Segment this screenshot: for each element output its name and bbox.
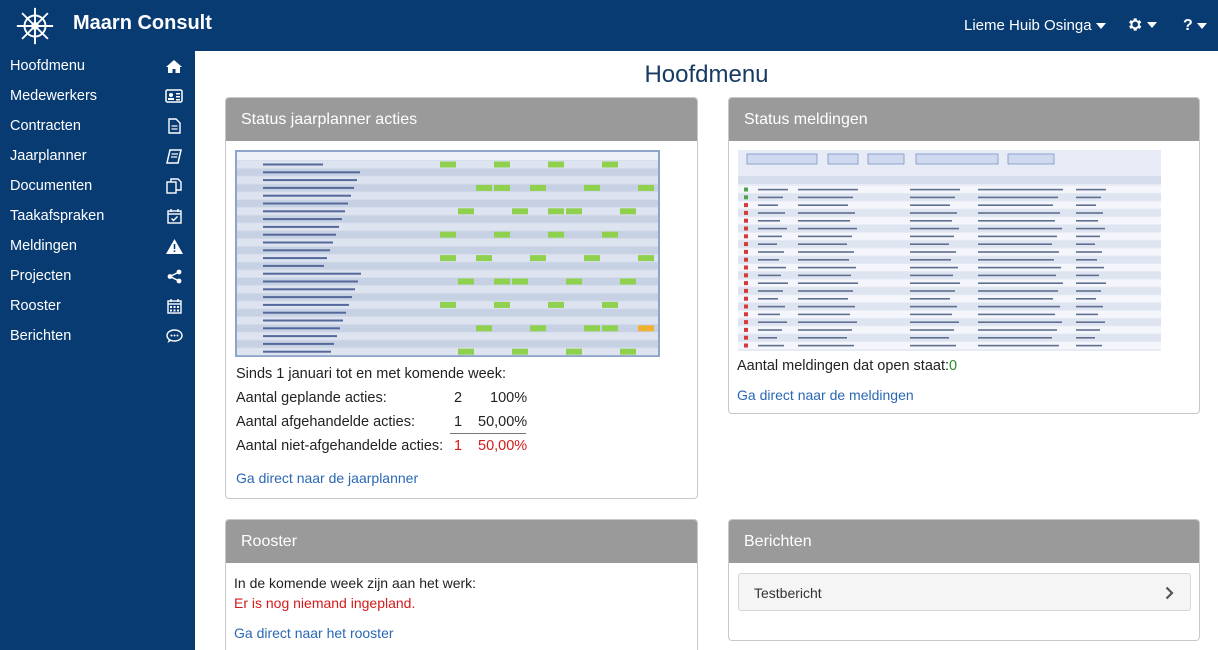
page-title: Hoofdmenu — [644, 61, 769, 88]
help-icon: ? — [1183, 17, 1193, 34]
jaarplanner-status-panel: Status jaarplanner acties Sinds 1 januar… — [225, 97, 698, 499]
rooster-link[interactable]: Ga direct naar het rooster — [234, 625, 394, 641]
sidebar-item-meldingen[interactable]: Meldingen — [0, 231, 195, 261]
meldingen-preview-thumbnail[interactable] — [738, 150, 1161, 351]
sidebar-item-label: Rooster — [10, 298, 61, 314]
sidebar-item-label: Documenten — [10, 178, 93, 194]
chevron-right-icon — [1165, 586, 1174, 600]
berichten-panel: Berichten Testbericht — [728, 519, 1200, 641]
calendar-check-icon — [165, 207, 183, 225]
sidebar-item-label: Berichten — [10, 328, 72, 344]
home-icon — [165, 57, 183, 75]
message-item[interactable]: Testbericht — [738, 573, 1191, 611]
meldingen-status-panel: Status meldingen Aantal meldingen dat op… — [728, 97, 1200, 414]
sidebar-item-label: Taakafspraken — [10, 208, 105, 224]
rooster-warning: Er is nog niemand ingepland. — [234, 595, 416, 611]
share-icon — [165, 267, 183, 285]
jaarplanner-intro: Sinds 1 januari tot en met komende week: — [236, 366, 507, 382]
sidebar-item-berichten[interactable]: Berichten — [0, 321, 195, 351]
rooster-intro: In de komende week zijn aan het werk: — [234, 575, 477, 591]
sidebar: Hoofdmenu Medewerkers Contracten Jaarpla… — [0, 51, 195, 650]
calendar-icon — [165, 297, 183, 315]
top-navbar: Maarn Consult Lieme Huib Osinga ? — [0, 0, 1218, 51]
sidebar-item-jaarplanner[interactable]: Jaarplanner — [0, 141, 195, 171]
document-icon — [165, 117, 183, 135]
settings-menu[interactable] — [1126, 16, 1157, 33]
id-card-icon — [165, 87, 183, 105]
sidebar-item-projecten[interactable]: Projecten — [0, 261, 195, 291]
sidebar-item-label: Meldingen — [10, 238, 77, 254]
sidebar-item-label: Contracten — [10, 118, 81, 134]
stat-divider — [450, 433, 526, 434]
user-name: Lieme Huib Osinga — [964, 17, 1092, 34]
sidebar-item-label: Hoofdmenu — [10, 58, 85, 74]
stat-count-afgehandeld: 1 — [454, 414, 463, 430]
meldingen-open-count: 0 — [949, 358, 958, 374]
sidebar-item-taakafspraken[interactable]: Taakafspraken — [0, 201, 195, 231]
brand-name[interactable]: Maarn Consult — [73, 12, 212, 34]
user-menu[interactable]: Lieme Huib Osinga — [964, 17, 1106, 34]
sidebar-item-medewerkers[interactable]: Medewerkers — [0, 81, 195, 111]
warning-icon — [165, 237, 183, 255]
stat-label-niet-afgehandeld: Aantal niet-afgehandelde acties: — [236, 438, 444, 454]
gear-icon — [1129, 18, 1142, 31]
help-menu[interactable]: ? — [1183, 17, 1207, 35]
stat-count-gepland: 2 — [454, 390, 463, 406]
sidebar-item-rooster[interactable]: Rooster — [0, 291, 195, 321]
chevron-down-icon — [1095, 22, 1106, 29]
meldingen-link[interactable]: Ga direct naar de meldingen — [737, 387, 914, 403]
jaarplanner-preview-thumbnail[interactable] — [235, 150, 660, 357]
sidebar-item-label: Projecten — [10, 268, 72, 284]
sidebar-item-contracten[interactable]: Contracten — [0, 111, 195, 141]
panel-title: Status meldingen — [729, 98, 1199, 141]
stat-pct-niet-afgehandeld: 50,00% — [478, 438, 528, 454]
panel-title: Status jaarplanner acties — [226, 98, 697, 141]
chevron-down-icon — [1147, 21, 1157, 28]
book-icon — [165, 147, 183, 165]
stat-pct-afgehandeld: 50,00% — [478, 414, 528, 430]
sidebar-item-hoofdmenu[interactable]: Hoofdmenu — [0, 51, 195, 81]
sidebar-item-documenten[interactable]: Documenten — [0, 171, 195, 201]
sidebar-item-label: Jaarplanner — [10, 148, 87, 164]
ships-wheel-logo-icon[interactable] — [14, 4, 56, 48]
chat-icon — [165, 327, 183, 345]
copy-icon — [165, 177, 183, 195]
panel-title: Berichten — [729, 520, 1199, 563]
stat-count-niet-afgehandeld: 1 — [454, 438, 463, 454]
chevron-down-icon — [1196, 23, 1207, 29]
panel-title: Rooster — [226, 520, 697, 563]
meldingen-open-label: Aantal meldingen dat open staat: — [737, 358, 950, 374]
rooster-panel: Rooster In de komende week zijn aan het … — [225, 519, 698, 650]
message-title: Testbericht — [754, 585, 822, 601]
stat-pct-gepland: 100% — [490, 390, 528, 406]
stat-label-afgehandeld: Aantal afgehandelde acties: — [236, 414, 415, 430]
stat-label-gepland: Aantal geplande acties: — [236, 390, 387, 406]
jaarplanner-link[interactable]: Ga direct naar de jaarplanner — [236, 470, 419, 486]
sidebar-item-label: Medewerkers — [10, 88, 98, 104]
